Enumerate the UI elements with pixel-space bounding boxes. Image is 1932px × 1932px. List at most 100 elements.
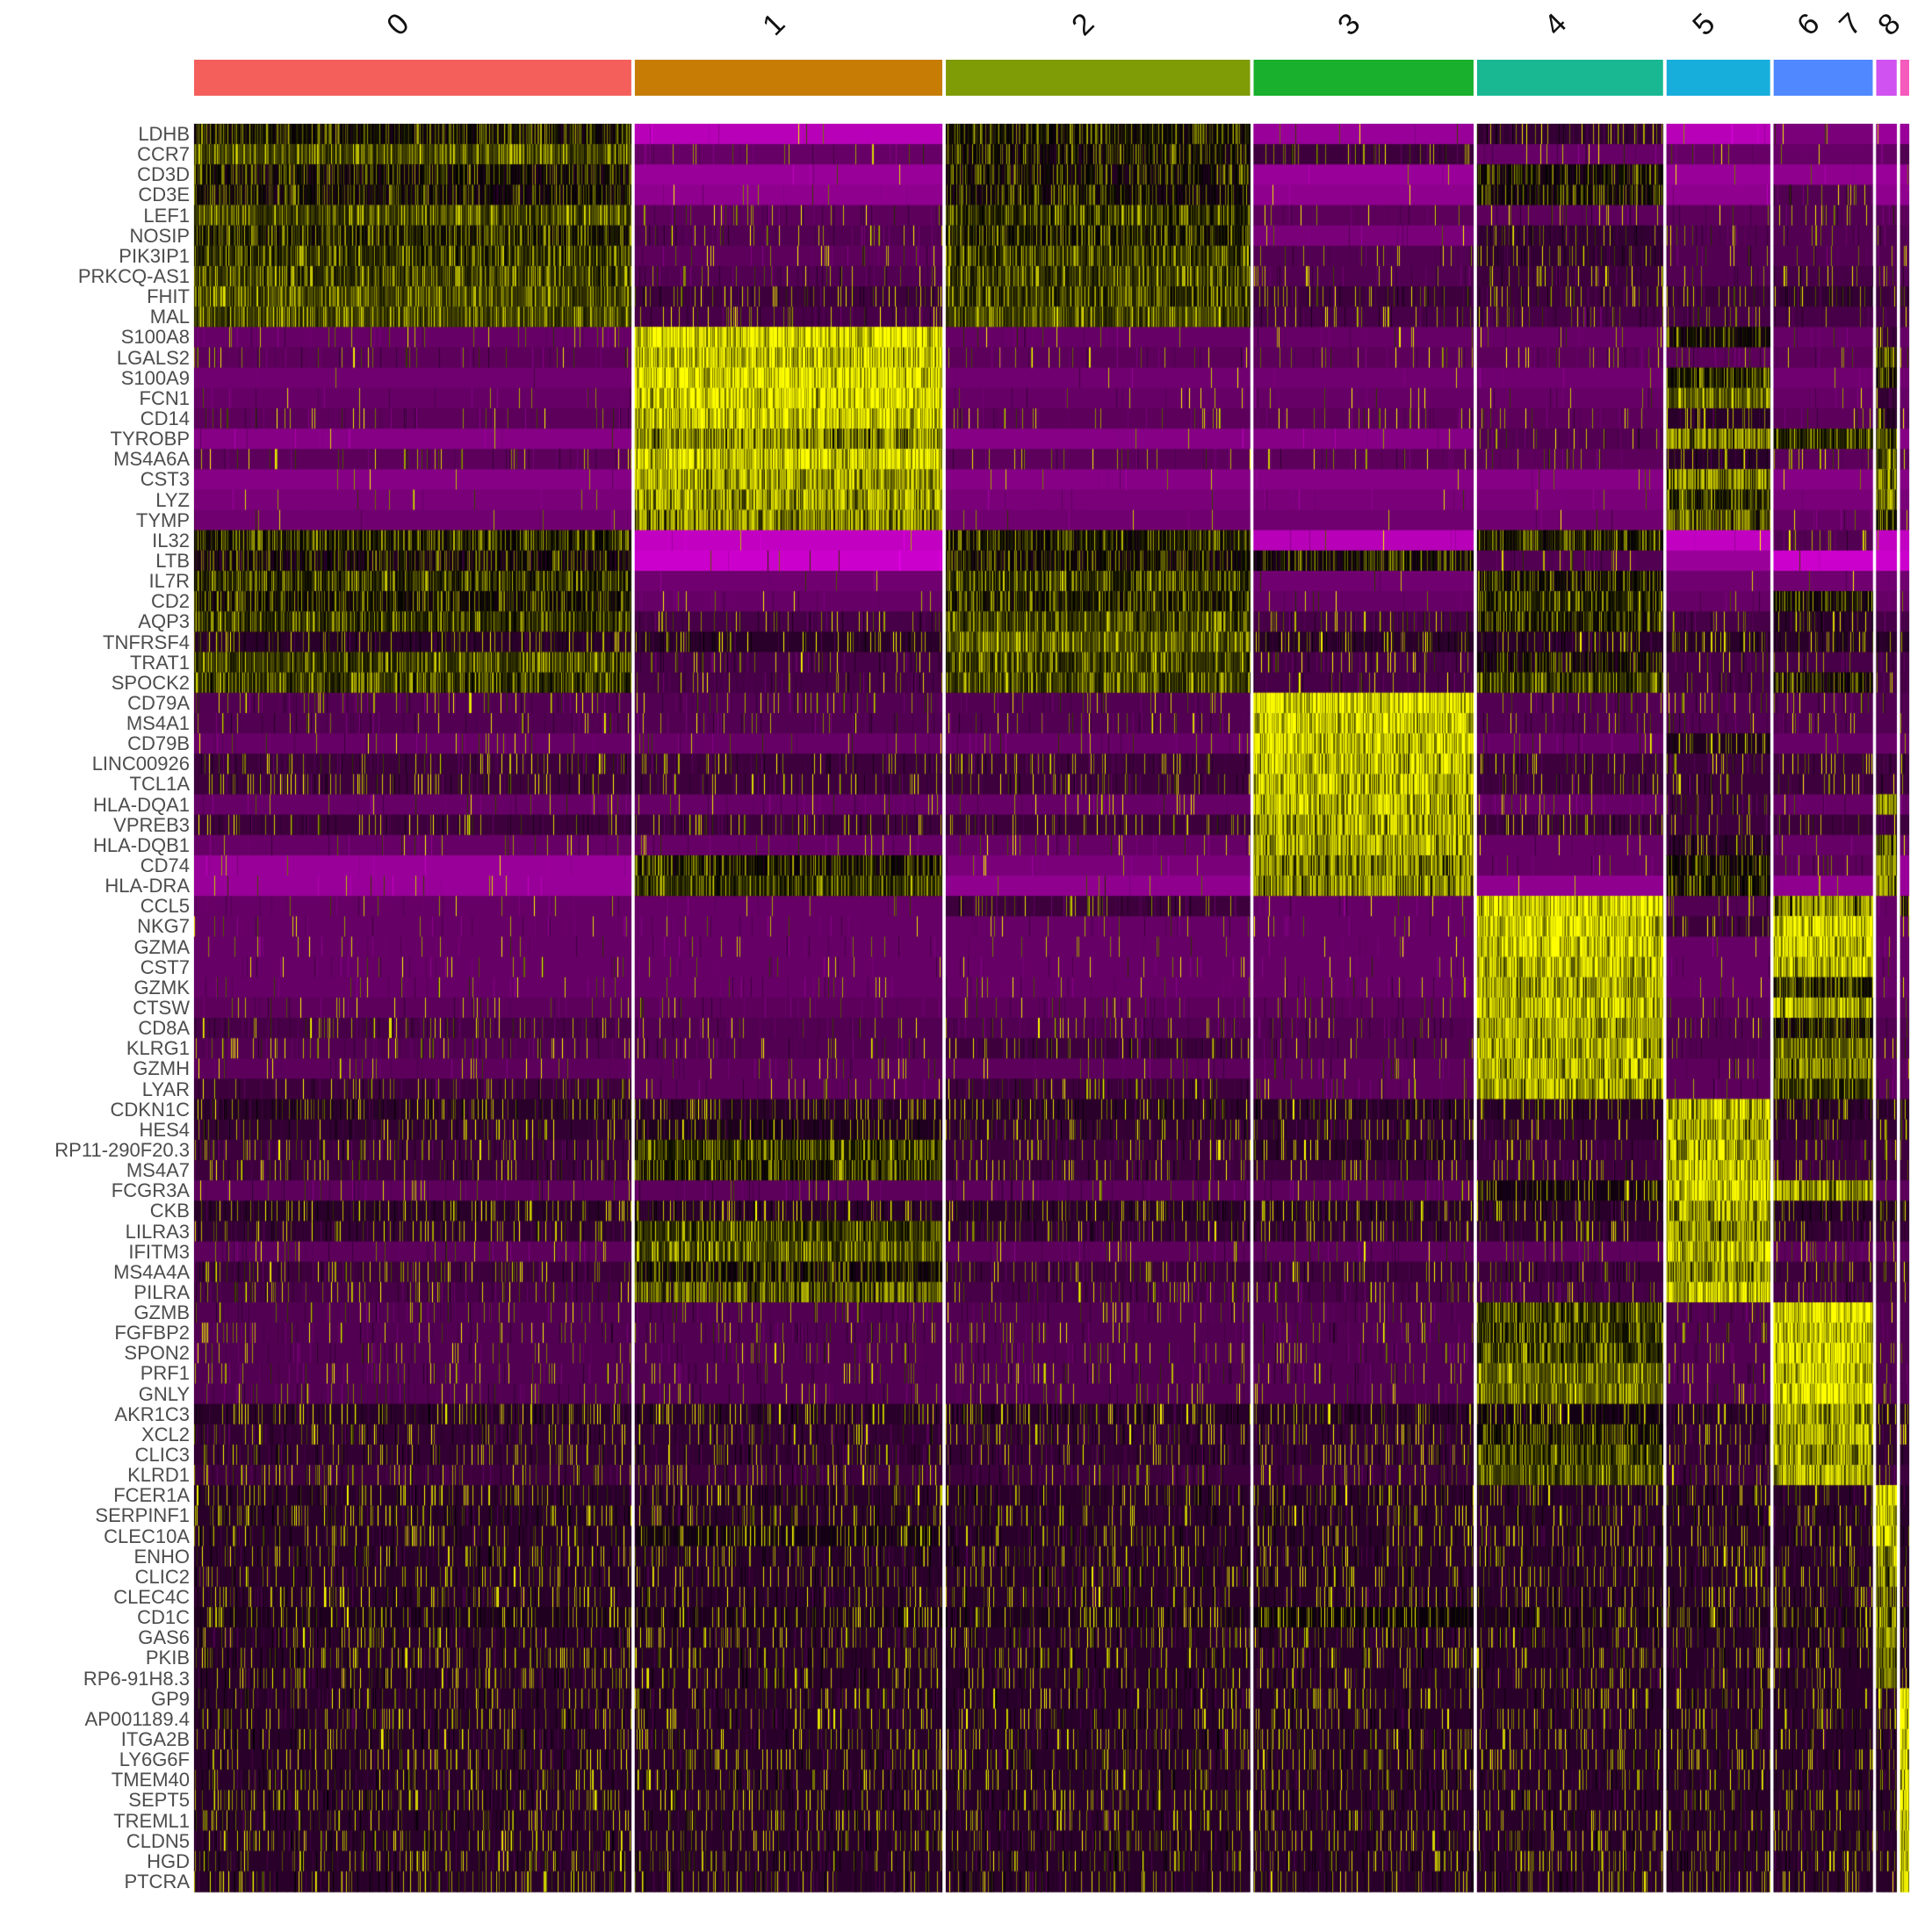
heatmap-block: [946, 1200, 1251, 1222]
heatmap-block: [946, 1221, 1251, 1243]
heatmap-block: [1900, 1708, 1909, 1730]
heatmap-block: [634, 692, 943, 714]
heatmap-block: [1900, 449, 1909, 470]
heatmap-block: [1900, 265, 1909, 287]
heatmap-block: [1253, 367, 1474, 389]
heatmap-block: [1666, 144, 1770, 165]
heatmap-block: [1876, 896, 1897, 917]
heatmap-block: [1253, 1180, 1474, 1201]
heatmap-block: [1476, 1302, 1663, 1323]
heatmap-block: [1476, 407, 1663, 429]
heatmap-block: [1900, 1323, 1909, 1344]
heatmap-block: [946, 733, 1251, 754]
heatmap-block: [1876, 753, 1897, 775]
heatmap-block: [1476, 184, 1663, 206]
heatmap-block: [1666, 1566, 1770, 1588]
heatmap-block: [1900, 977, 1909, 998]
heatmap-block: [1253, 936, 1474, 958]
heatmap-block: [1253, 1728, 1474, 1750]
heatmap-block: [1773, 1424, 1873, 1445]
heatmap-block: [634, 1241, 943, 1263]
heatmap-block: [1900, 124, 1909, 145]
heatmap-block: [946, 1485, 1251, 1506]
heatmap-block: [1253, 1485, 1474, 1506]
heatmap-block: [1666, 1180, 1770, 1201]
gene-label: CD3E: [138, 184, 190, 206]
heatmap-block: [1773, 1281, 1873, 1303]
gene-label: CLEC10A: [104, 1525, 190, 1547]
heatmap-block: [1876, 205, 1897, 227]
heatmap-block: [946, 774, 1251, 796]
heatmap-block: [194, 1038, 631, 1059]
heatmap-block: [1773, 489, 1873, 511]
heatmap-block: [1773, 1180, 1873, 1201]
heatmap-block: [194, 184, 631, 206]
heatmap-block: [634, 774, 943, 796]
heatmap-block: [946, 834, 1251, 856]
gene-label: HGD: [147, 1849, 190, 1872]
heatmap-block: [1476, 367, 1663, 389]
heatmap-block: [1876, 611, 1897, 632]
heatmap-block: [1476, 1058, 1663, 1079]
heatmap-block: [1476, 144, 1663, 165]
heatmap-block: [1253, 896, 1474, 917]
heatmap-block: [1876, 1403, 1897, 1425]
heatmap-block: [946, 387, 1251, 409]
heatmap-block: [194, 1607, 631, 1628]
heatmap-block: [1876, 1770, 1897, 1791]
heatmap-block: [1876, 164, 1897, 185]
gene-label: CLIC3: [134, 1444, 190, 1467]
heatmap-block: [1876, 489, 1897, 511]
heatmap-block: [1476, 1871, 1663, 1892]
heatmap-block: [1876, 1038, 1897, 1059]
heatmap-block: [946, 1647, 1251, 1669]
heatmap-block: [1900, 1343, 1909, 1364]
heatmap-block: [1253, 1525, 1474, 1547]
heatmap-block: [1876, 591, 1897, 612]
heatmap-block: [1900, 834, 1909, 856]
heatmap-block: [946, 530, 1251, 551]
heatmap-block: [1773, 1728, 1873, 1750]
heatmap-block: [1476, 1688, 1663, 1710]
heatmap-block: [634, 245, 943, 267]
heatmap-block: [634, 530, 943, 551]
heatmap-block: [946, 469, 1251, 490]
heatmap-block: [634, 1546, 943, 1568]
heatmap-block: [1900, 144, 1909, 165]
heatmap-block: [1876, 225, 1897, 247]
heatmap-block: [194, 347, 631, 369]
heatmap-block: [194, 1200, 631, 1222]
gene-label: LY6G6F: [119, 1748, 190, 1771]
heatmap-block: [1476, 1465, 1663, 1486]
heatmap-block: [1666, 1708, 1770, 1730]
heatmap-block: [1253, 1200, 1474, 1222]
heatmap-block: [634, 489, 943, 511]
heatmap-block: [634, 713, 943, 734]
gene-label: MS4A4A: [113, 1260, 190, 1283]
heatmap-block: [194, 1850, 631, 1872]
gene-label: TREML1: [113, 1809, 190, 1832]
heatmap-block: [1900, 1830, 1909, 1852]
heatmap-block: [1253, 1139, 1474, 1161]
heatmap-block: [1253, 916, 1474, 938]
heatmap-block: [1900, 347, 1909, 369]
heatmap-block: [1476, 733, 1663, 754]
heatmap-block: [194, 1099, 631, 1121]
heatmap-block: [1773, 225, 1873, 247]
heatmap-block: [1253, 591, 1474, 612]
heatmap-block: [1666, 1749, 1770, 1770]
gene-label: LYZ: [155, 488, 190, 511]
heatmap-block: [1666, 1770, 1770, 1791]
heatmap-block: [194, 672, 631, 694]
heatmap-block: [634, 429, 943, 450]
heatmap-block: [1773, 1566, 1873, 1588]
heatmap-block: [1900, 896, 1909, 917]
gene-label: CLIC2: [134, 1565, 190, 1588]
gene-label: LTB: [155, 549, 190, 572]
heatmap-block: [1666, 936, 1770, 958]
heatmap-block: [946, 1323, 1251, 1344]
heatmap-block: [1876, 1668, 1897, 1690]
heatmap-block: [1476, 1830, 1663, 1852]
heatmap-block: [1876, 1830, 1897, 1852]
heatmap-block: [634, 509, 943, 531]
